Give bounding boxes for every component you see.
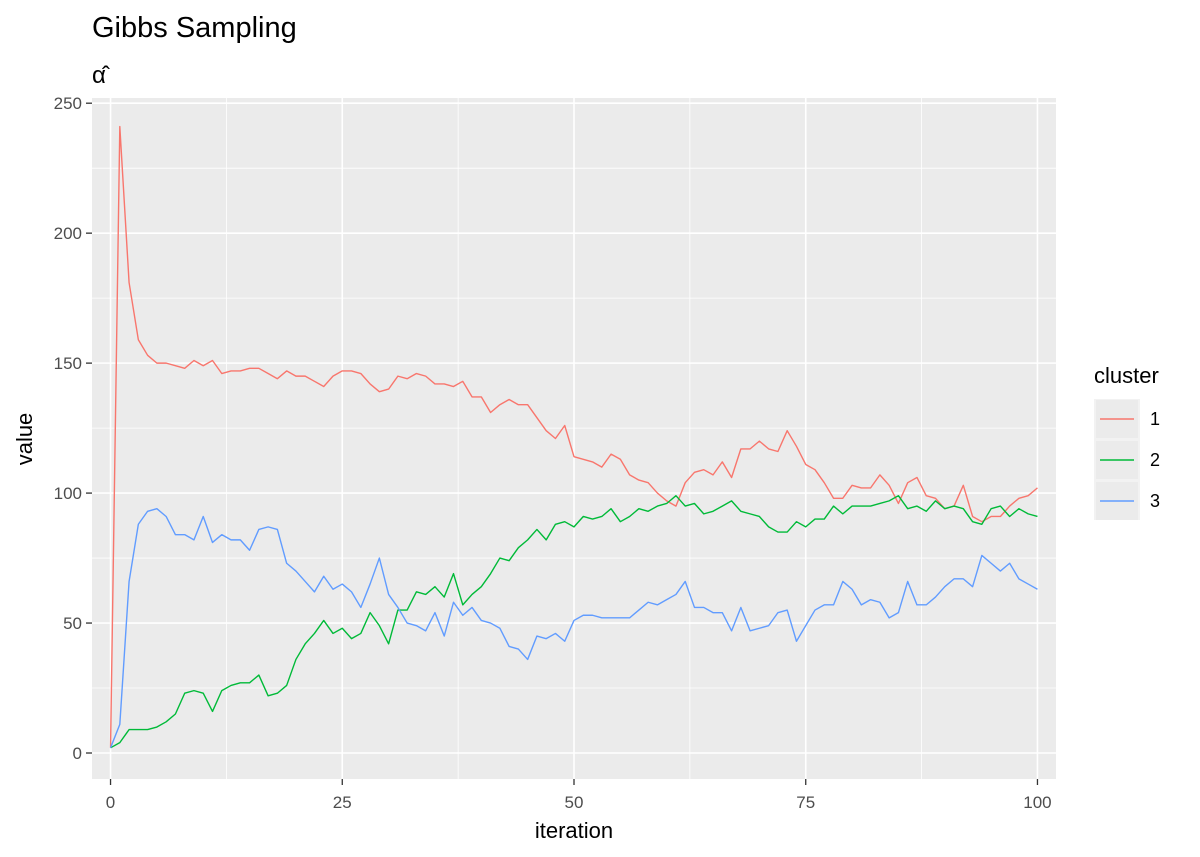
y-axis: 0 50 100 150 200 250: [54, 94, 92, 763]
chart-title: Gibbs Sampling: [92, 12, 297, 44]
y-tick-label: 100: [54, 484, 82, 503]
y-axis-title: value: [12, 413, 37, 466]
legend-label-cluster-1: 1: [1150, 409, 1160, 429]
x-axis-title: iteration: [535, 818, 613, 843]
legend: cluster 1 2 3: [1094, 363, 1160, 520]
x-tick-label: 0: [106, 793, 115, 812]
major-gridlines: [92, 98, 1056, 779]
chart-subtitle: α̂: [92, 62, 110, 89]
y-tick-label: 250: [54, 94, 82, 113]
legend-label-cluster-3: 3: [1150, 491, 1160, 511]
legend-title: cluster: [1094, 363, 1159, 388]
y-tick-label: 200: [54, 224, 82, 243]
y-tick-label: 50: [63, 614, 82, 633]
y-tick-label: 0: [73, 744, 82, 763]
x-tick-label: 25: [333, 793, 352, 812]
x-tick-label: 100: [1023, 793, 1051, 812]
series-lines: [109, 125, 1038, 749]
x-tick-label: 50: [565, 793, 584, 812]
series-line-cluster-3: [109, 507, 1038, 749]
x-axis: 0 25 50 75 100: [106, 779, 1052, 812]
legend-label-cluster-2: 2: [1150, 450, 1160, 470]
series-line-cluster-2: [110, 494, 1038, 749]
y-tick-label: 150: [54, 354, 82, 373]
series-line-cluster-1: [109, 125, 1038, 748]
x-tick-label: 75: [796, 793, 815, 812]
